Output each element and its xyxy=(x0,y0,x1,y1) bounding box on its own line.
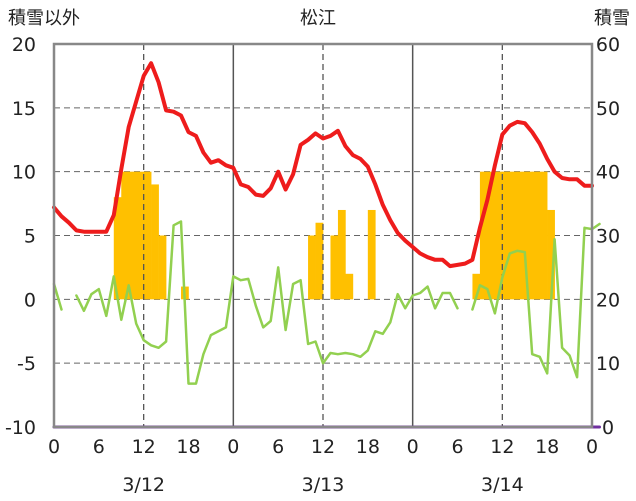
snow-bar xyxy=(502,171,511,300)
x-tick-label: 18 xyxy=(535,436,559,458)
right-tick-label: 10 xyxy=(596,353,620,375)
right-tick-label: 0 xyxy=(602,417,614,439)
snow-bar xyxy=(151,184,159,300)
x-tick-label: 0 xyxy=(48,436,60,458)
x-tick-label: 6 xyxy=(451,436,463,458)
snow-bar xyxy=(524,171,533,300)
snow-bar xyxy=(345,273,354,300)
right-tick-label: 30 xyxy=(596,226,620,248)
plot-frame xyxy=(52,42,594,429)
x-tick-label: 12 xyxy=(311,436,335,458)
right-tick-label: 60 xyxy=(596,34,620,56)
left-tick-label: -5 xyxy=(17,353,36,375)
left-tick-label: 5 xyxy=(24,226,36,248)
left-tick-label: 15 xyxy=(12,98,36,120)
x-tick-label: 18 xyxy=(176,436,200,458)
date-label: 3/14 xyxy=(481,474,524,496)
snow-bar xyxy=(494,171,503,300)
snow-bar xyxy=(128,171,137,300)
left-tick-label: -10 xyxy=(5,417,36,439)
x-tick-label: 0 xyxy=(227,436,239,458)
snow-bar xyxy=(487,171,496,300)
snow-bar xyxy=(509,171,518,300)
right-tick-label: 20 xyxy=(596,289,620,311)
snow-bar xyxy=(472,273,481,300)
snow-bars xyxy=(113,171,555,300)
snow-bar xyxy=(367,209,376,300)
snow-bar xyxy=(136,171,144,300)
x-tick-label: 18 xyxy=(356,436,380,458)
x-tick-label: 12 xyxy=(490,436,514,458)
snow-bar xyxy=(539,171,548,300)
chart-title: 松江 xyxy=(300,8,336,29)
date-label: 3/12 xyxy=(122,474,165,496)
snow-bar xyxy=(143,171,152,300)
snow-bar xyxy=(121,171,130,300)
snow-bar xyxy=(315,222,324,300)
left-tick-label: 20 xyxy=(12,34,36,56)
x-tick-label: 6 xyxy=(93,436,105,458)
x-tick-label: 6 xyxy=(272,436,284,458)
left-tick-label: 0 xyxy=(24,289,36,311)
snow-bar xyxy=(158,235,167,300)
snow-bar xyxy=(517,171,526,300)
snow-bar xyxy=(113,197,122,300)
date-label: 3/13 xyxy=(302,474,345,496)
right-tick-label: 40 xyxy=(596,162,620,184)
x-tick-label: 0 xyxy=(407,436,419,458)
left-tick-label: 10 xyxy=(12,162,36,184)
snow-bar xyxy=(532,171,540,300)
right-axis-label: 積雪 xyxy=(594,8,630,29)
right-tick-label: 50 xyxy=(596,98,620,120)
snow-bar xyxy=(479,171,488,300)
left-axis-label: 積雪以外 xyxy=(8,8,80,29)
snow-bar xyxy=(547,209,555,300)
x-tick-label: 12 xyxy=(132,436,156,458)
series-line xyxy=(52,61,594,269)
snow-bar xyxy=(330,235,339,300)
vertical-lines xyxy=(143,44,503,427)
x-tick-label: 0 xyxy=(586,436,598,458)
snow-bar xyxy=(308,235,316,300)
snow-bar xyxy=(337,209,346,300)
